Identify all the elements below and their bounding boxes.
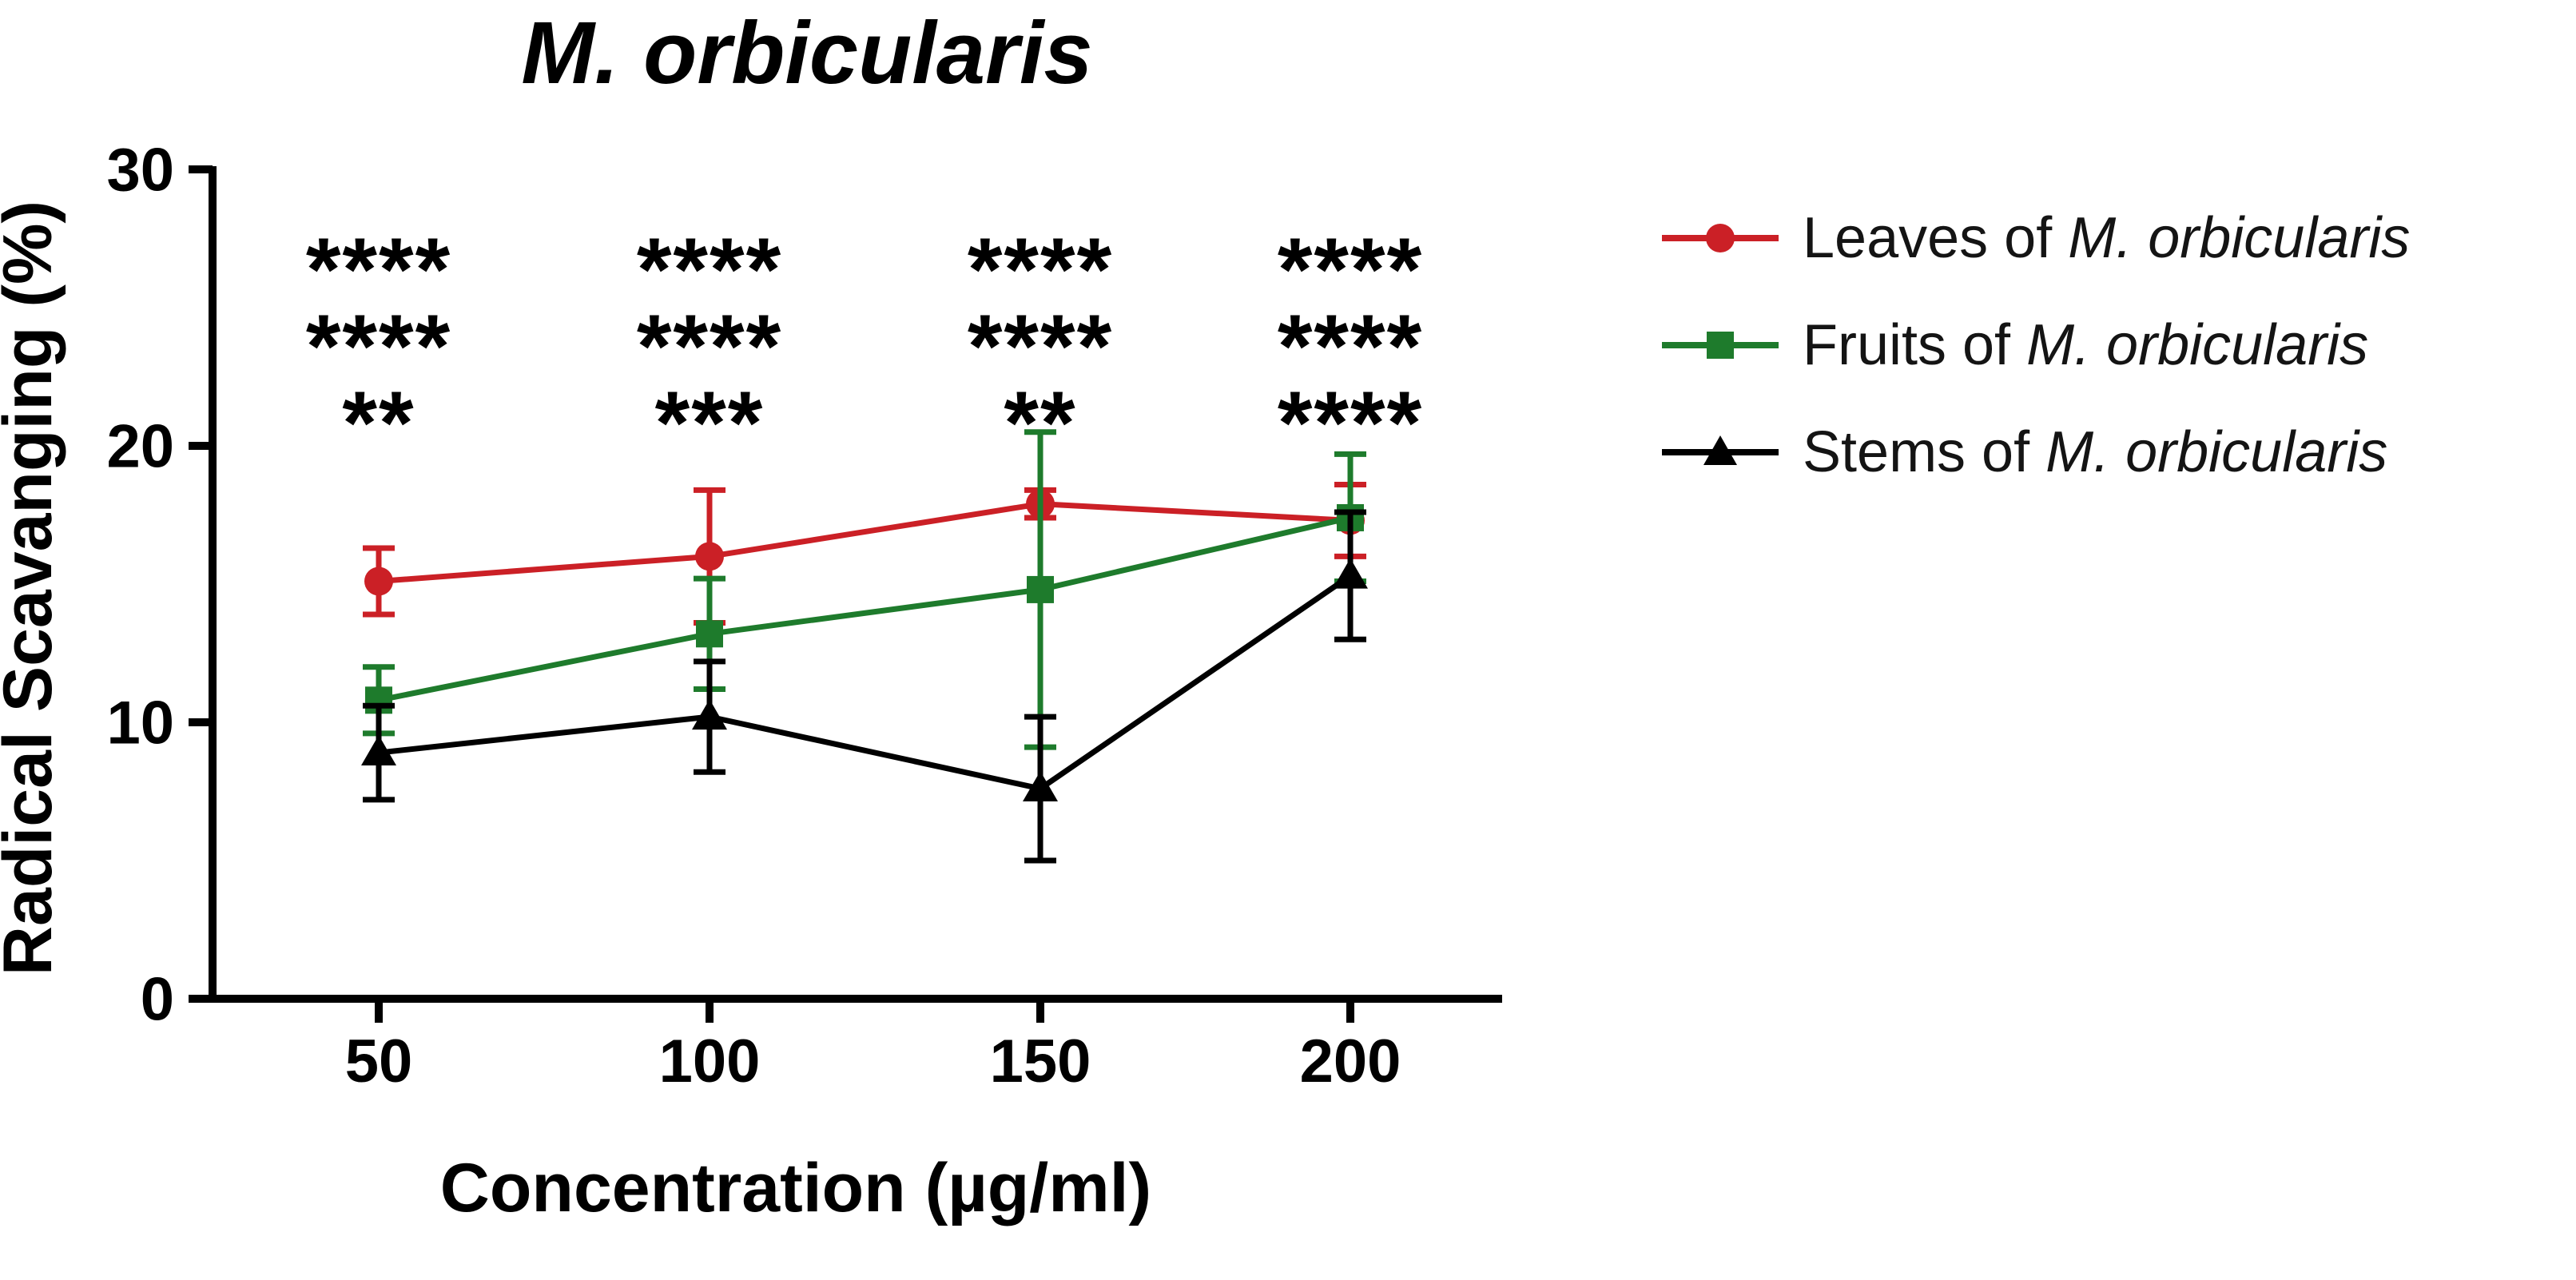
legend-text-prefix: Leaves of xyxy=(1803,206,2069,270)
legend-item-leaves: Leaves of M. orbicularis xyxy=(1660,201,2410,275)
legend-text-prefix: Fruits of xyxy=(1803,313,2027,377)
data-point-square xyxy=(1027,575,1054,603)
significance-stars: ** xyxy=(342,373,415,473)
data-point-circle xyxy=(695,542,724,571)
data-point-triangle xyxy=(692,699,727,730)
significance-stars: **** xyxy=(637,220,782,320)
y-tick-label: 10 xyxy=(106,690,174,757)
legend: Leaves of M. orbicularis Fruits of M. or… xyxy=(1660,201,2410,489)
legend-label-leaves: Leaves of M. orbicularis xyxy=(1803,209,2410,267)
significance-stars: **** xyxy=(1278,220,1423,320)
series-line xyxy=(378,573,1352,792)
circle-marker-icon xyxy=(1662,224,1779,252)
significance-stars: **** xyxy=(1278,373,1423,473)
legend-item-stems: Stems of M. orbicularis xyxy=(1660,415,2410,489)
significance-stars: **** xyxy=(637,296,782,396)
legend-text-species: M. orbicularis xyxy=(2026,313,2369,377)
significance-stars: **** xyxy=(968,220,1113,320)
series-line xyxy=(378,501,1351,585)
data-point-triangle xyxy=(361,735,396,766)
x-tick-label: 200 xyxy=(1300,1028,1401,1095)
data-point-circle xyxy=(364,566,393,596)
legend-text-species: M. orbicularis xyxy=(2045,420,2388,484)
y-tick-label: 0 xyxy=(141,966,174,1034)
square-marker-icon xyxy=(1662,332,1779,359)
data-point-triangle xyxy=(1333,558,1368,589)
y-tick-label: 20 xyxy=(106,413,174,481)
x-tick-label: 150 xyxy=(990,1028,1091,1095)
legend-label-stems: Stems of M. orbicularis xyxy=(1803,423,2387,481)
x-axis-label: Concentration (µg/ml) xyxy=(440,1150,1151,1226)
legend-text-prefix: Stems of xyxy=(1803,420,2046,484)
x-tick-label: 50 xyxy=(345,1028,413,1095)
chart-title: M. orbicularis xyxy=(521,4,1092,102)
x-tick-label: 100 xyxy=(659,1028,761,1095)
significance-stars: ** xyxy=(1004,373,1076,473)
series-line xyxy=(378,515,1351,703)
significance-stars: **** xyxy=(1278,296,1423,396)
triangle-marker-icon xyxy=(1662,435,1779,465)
y-axis-label: Radical Scavanging (%) xyxy=(0,201,66,976)
legend-text-species: M. orbicularis xyxy=(2068,206,2411,270)
y-tick-label: 30 xyxy=(106,137,174,205)
legend-label-fruits: Fruits of M. orbicularis xyxy=(1803,316,2368,374)
data-point-square xyxy=(696,620,723,648)
legend-item-fruits: Fruits of M. orbicularis xyxy=(1660,308,2410,382)
significance-stars: *** xyxy=(655,373,765,473)
significance-stars: **** xyxy=(968,296,1113,396)
significance-stars: **** xyxy=(306,296,451,396)
data-point-triangle xyxy=(1023,771,1058,802)
significance-stars: **** xyxy=(306,220,451,320)
